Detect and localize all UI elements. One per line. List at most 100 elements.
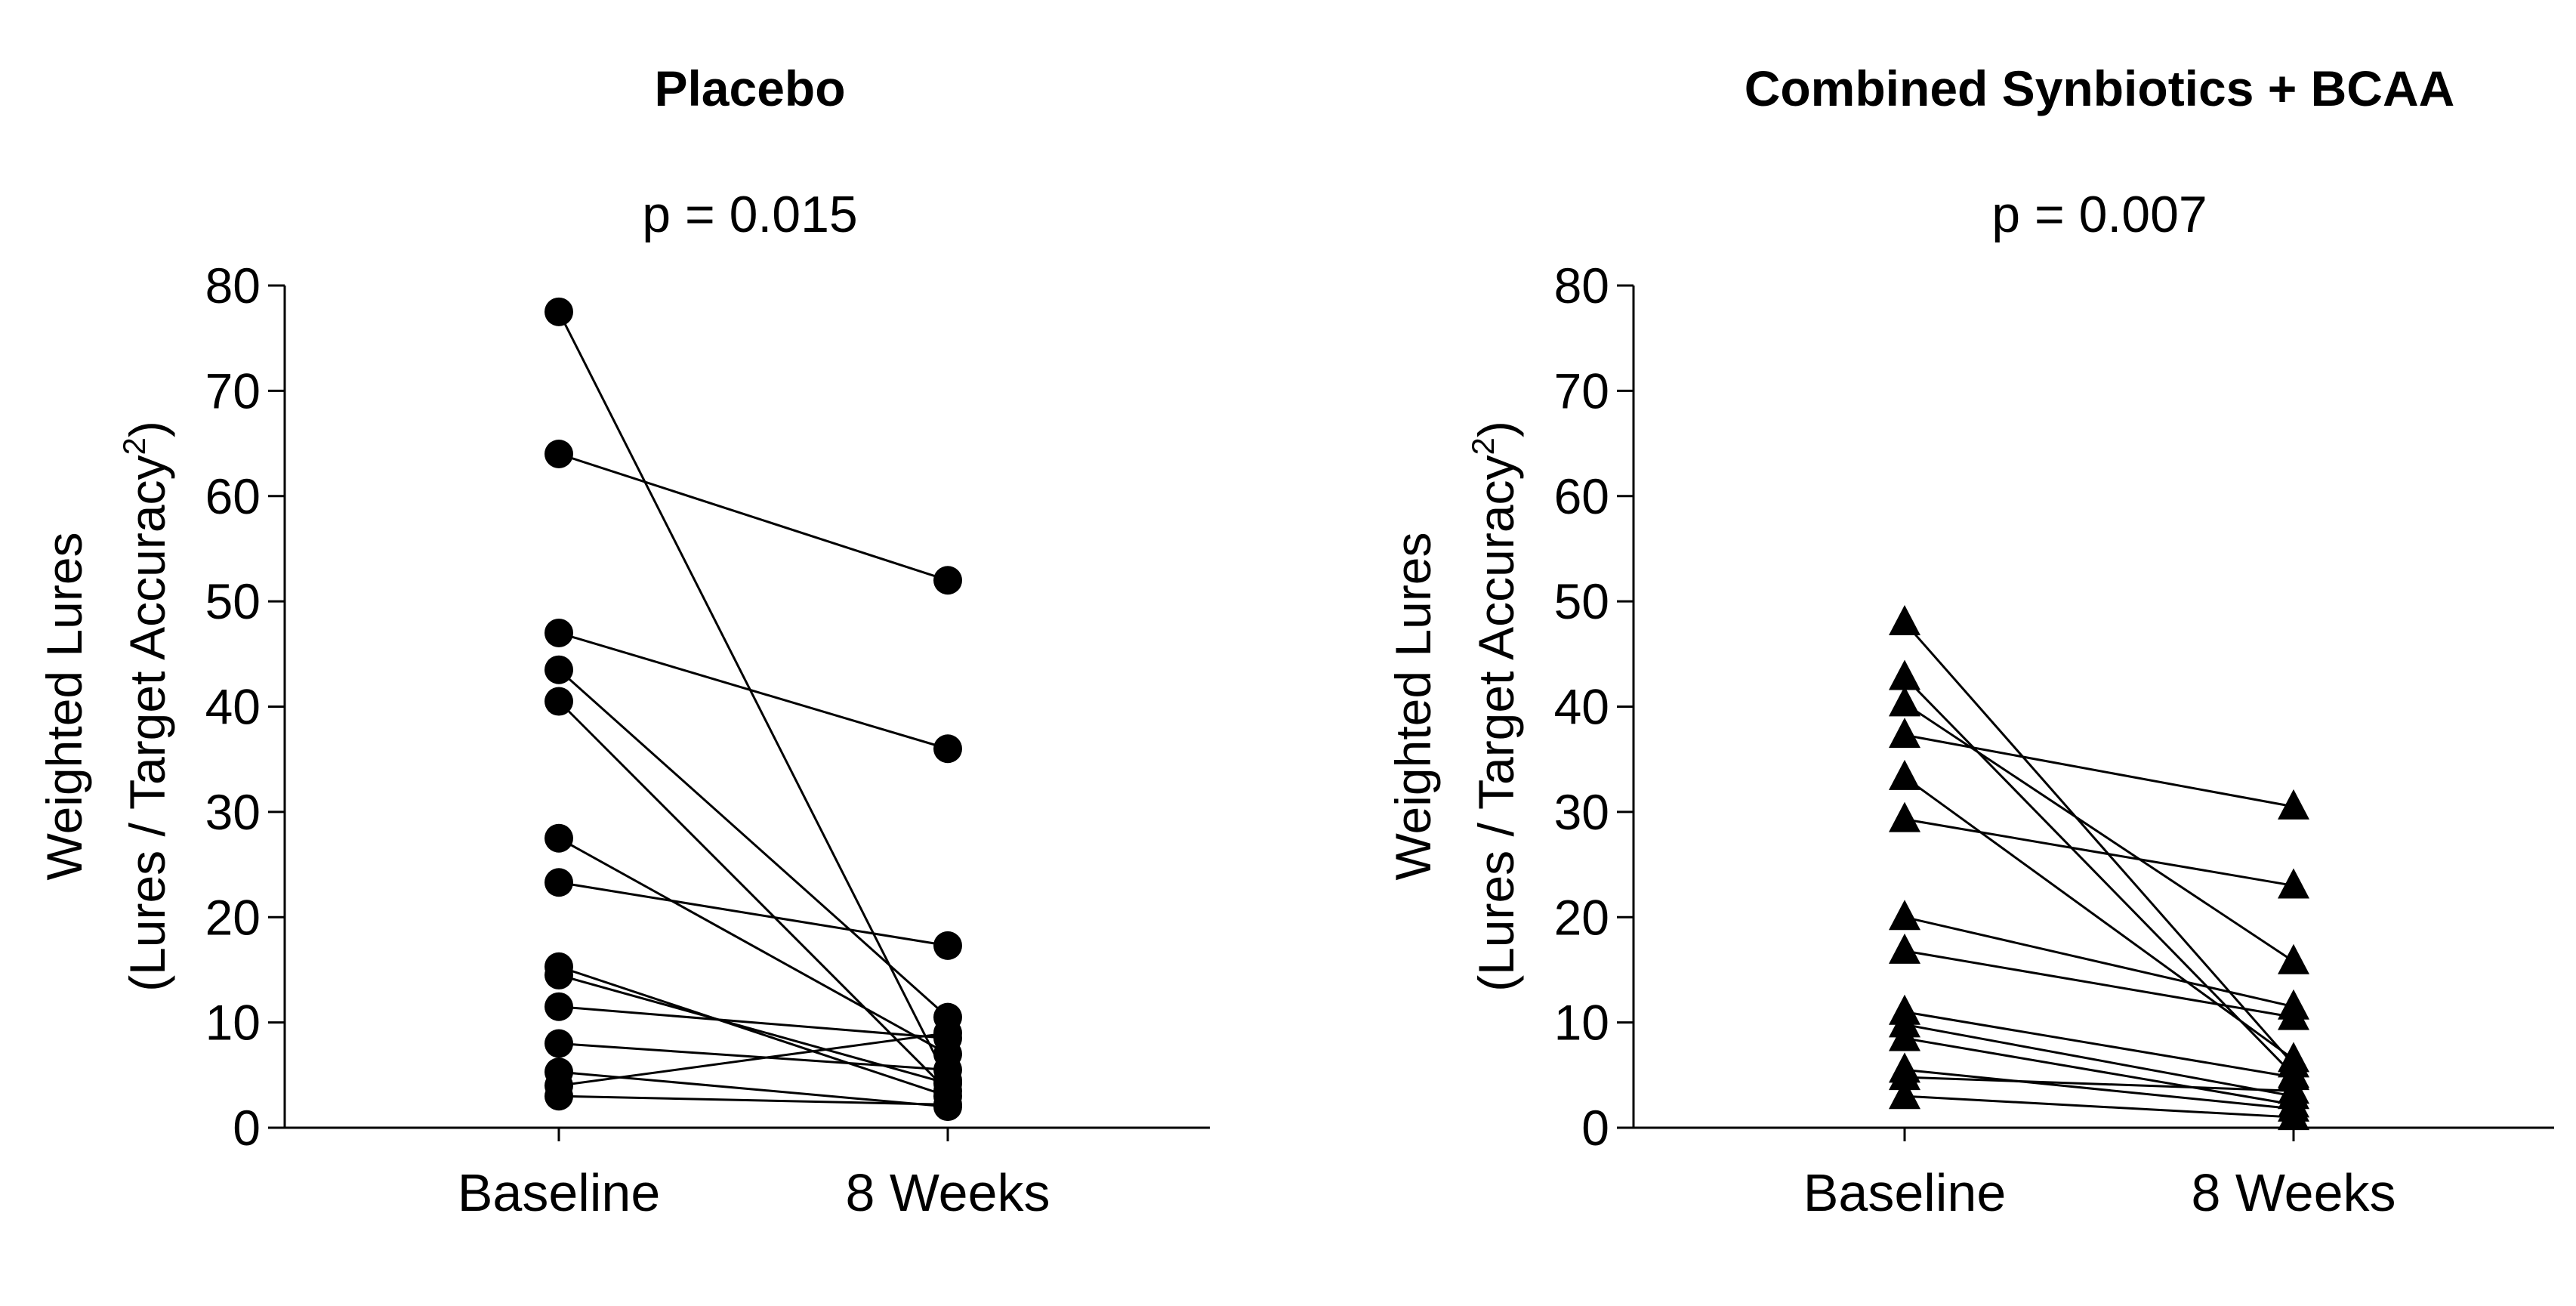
y-axis-label-line2: (Lures / Target Accuracy2) — [116, 421, 175, 992]
data-point-circle — [933, 566, 962, 595]
data-point-triangle — [1889, 1060, 1920, 1091]
paired-line — [558, 668, 949, 1018]
paired-line — [558, 881, 949, 947]
paired-line — [558, 452, 949, 582]
y-tick-label: 70 — [1554, 363, 1609, 418]
chart-panel-synbiotics-bcaa: Combined Synbiotics + BCAA p = 0.007 Weigh… — [1385, 60, 2554, 1222]
data-point-triangle — [2278, 868, 2309, 899]
data-point-triangle — [1889, 605, 1920, 635]
chart-panel-placebo: Placebo p = 0.015 Weighted Lures (Lures / T… — [36, 60, 1210, 1222]
paired-line — [1904, 702, 2294, 963]
y-tick-label: 40 — [205, 679, 261, 735]
data-point-circle — [933, 931, 962, 960]
data-point-circle — [545, 687, 573, 716]
y-axis-label-superscript: 2 — [1465, 437, 1501, 455]
x-tick-label: Baseline — [458, 1163, 661, 1222]
paired-line — [1904, 949, 2294, 1019]
y-tick-label: 30 — [205, 784, 261, 840]
paired-line — [1904, 1095, 2294, 1119]
data-point-triangle — [1889, 933, 1920, 964]
y-tick-label: 10 — [1554, 995, 1609, 1051]
paired-line — [558, 1032, 949, 1087]
y-axis-label-main: (Lures / Target Accuracy — [1468, 455, 1524, 991]
paired-line — [1904, 915, 2294, 1008]
data-point-triangle — [2278, 789, 2309, 820]
data-point-circle — [545, 440, 573, 468]
y-tick-label: 0 — [233, 1100, 261, 1156]
x-tick-label: Baseline — [1803, 1163, 2007, 1222]
paired-line — [1904, 1037, 2294, 1106]
paired-line — [1904, 1068, 2294, 1110]
data-point-triangle — [2278, 999, 2309, 1030]
data-point-circle — [933, 1018, 962, 1048]
y-tick-label: 80 — [1554, 258, 1609, 313]
data-point-circle — [545, 1082, 573, 1111]
paired-line — [558, 1042, 949, 1071]
y-tick-label: 30 — [1554, 784, 1609, 840]
paired-line — [1904, 1011, 2294, 1079]
paired-line — [1903, 676, 2295, 1076]
data-point-circle — [545, 297, 573, 326]
data-point-circle — [545, 655, 573, 684]
y-axis-label-close: ) — [119, 421, 175, 437]
y-tick-label: 60 — [1554, 468, 1609, 524]
paired-line — [1904, 1023, 2294, 1098]
data-point-circle — [545, 868, 573, 897]
y-tick-label: 50 — [1554, 573, 1609, 629]
data-point-circle — [545, 960, 573, 990]
data-point-triangle — [2278, 1042, 2309, 1073]
y-tick-label: 60 — [205, 468, 261, 524]
x-tick-label: 8 Weeks — [2191, 1163, 2396, 1222]
y-axis-label-main: (Lures / Target Accuracy — [119, 455, 175, 991]
paired-line — [558, 1005, 949, 1040]
y-tick-label: 80 — [205, 258, 261, 313]
y-axis-label-line1: Weighted Lures — [1385, 532, 1441, 880]
y-tick-label: 20 — [1554, 889, 1609, 945]
data-point-triangle — [1889, 801, 1920, 832]
chart-title: Placebo — [654, 60, 845, 116]
paired-line — [1904, 818, 2294, 887]
p-value-annotation: p = 0.007 — [1991, 186, 2207, 243]
data-point-triangle — [1889, 1020, 1920, 1051]
paired-line — [558, 965, 949, 1098]
data-point-circle — [545, 823, 573, 853]
data-point-circle — [933, 734, 962, 764]
chart-title: Combined Synbiotics + BCAA — [1745, 60, 2455, 116]
y-axis-label-close: ) — [1468, 421, 1524, 437]
y-tick-label: 70 — [205, 363, 261, 418]
data-point-circle — [545, 992, 573, 1021]
paired-line — [558, 837, 949, 1055]
paired-line — [1904, 733, 2294, 808]
data-point-triangle — [2278, 1100, 2309, 1131]
y-axis-label-superscript: 2 — [116, 437, 152, 455]
paired-line — [558, 1095, 949, 1106]
data-point-triangle — [2278, 1073, 2309, 1104]
paired-line — [558, 974, 949, 1085]
data-point-triangle — [2278, 943, 2309, 974]
y-tick-label: 50 — [205, 573, 261, 629]
data-point-circle — [545, 1029, 573, 1058]
data-point-circle — [545, 618, 573, 647]
x-tick-label: 8 Weeks — [845, 1163, 1050, 1222]
y-axis-label-line1: Weighted Lures — [36, 532, 92, 880]
y-tick-label: 10 — [205, 995, 261, 1051]
data-point-triangle — [1889, 759, 1920, 790]
data-point-triangle — [1889, 686, 1920, 717]
data-point-triangle — [1889, 900, 1920, 931]
data-point-triangle — [1889, 1079, 1920, 1110]
paired-line — [1904, 1076, 2294, 1092]
y-tick-label: 0 — [1581, 1100, 1609, 1156]
paired-line — [1904, 776, 2294, 1061]
data-point-triangle — [1889, 718, 1920, 749]
paired-line — [558, 631, 949, 750]
data-point-triangle — [1889, 659, 1920, 690]
paired-line — [557, 311, 949, 1081]
data-point-circle — [933, 1090, 962, 1119]
y-tick-label: 20 — [205, 889, 261, 945]
paired-line — [1903, 622, 2295, 1066]
paired-line — [557, 700, 949, 1092]
y-tick-label: 40 — [1554, 679, 1609, 735]
p-value-annotation: p = 0.015 — [642, 186, 857, 243]
y-axis-label-line2: (Lures / Target Accuracy2) — [1465, 421, 1524, 992]
